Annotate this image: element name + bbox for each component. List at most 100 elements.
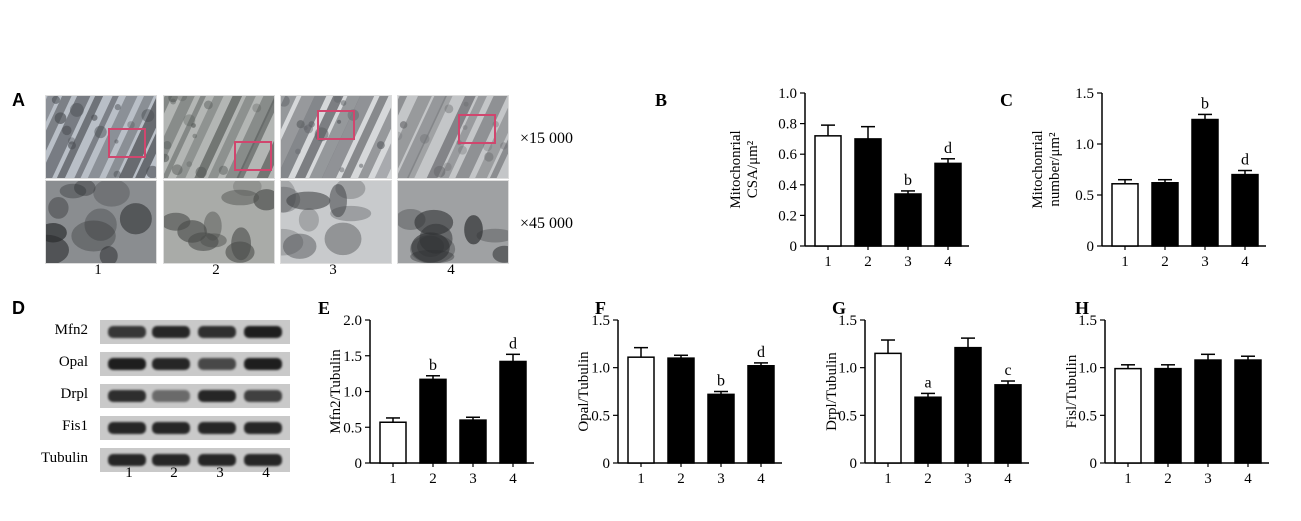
blot-band: [244, 422, 282, 434]
y-axis-label: Fisl/Tubulin: [1064, 354, 1080, 428]
blot-strip: [100, 384, 290, 408]
y-tick-label: 0: [603, 456, 611, 472]
bar: [1151, 182, 1179, 247]
blot-band: [244, 454, 282, 466]
blot-band: [198, 422, 236, 434]
bar: [894, 193, 922, 247]
y-tick-label: 1.5: [591, 313, 610, 329]
region-of-interest-box: [234, 141, 272, 171]
y-tick-label: 1.0: [591, 361, 610, 377]
micrograph-lane-label: 2: [212, 262, 220, 278]
x-tick-label: 1: [1121, 254, 1129, 270]
y-tick-label: 1.0: [343, 385, 362, 401]
bar: [814, 135, 842, 247]
x-tick-label: 3: [964, 471, 972, 487]
region-of-interest-box: [458, 114, 496, 144]
significance-label: d: [509, 335, 517, 352]
blot-row-label: Drpl: [60, 386, 89, 402]
blot-band: [108, 358, 146, 370]
bar: [874, 352, 902, 464]
x-tick-label: 3: [1204, 471, 1212, 487]
x-tick-label: 1: [1124, 471, 1132, 487]
y-tick-label: 0.4: [778, 178, 797, 194]
bar: [1114, 367, 1142, 464]
bar: [667, 357, 695, 464]
x-tick-label: 1: [824, 254, 832, 270]
bar: [1111, 183, 1139, 247]
x-tick-label: 1: [637, 471, 645, 487]
significance-label: d: [757, 344, 765, 361]
y-tick-label: 1.0: [778, 86, 797, 102]
y-axis-label: Mitochonrial: [728, 130, 744, 208]
micrograph-image: [280, 95, 392, 179]
blot-lane-label: 4: [262, 465, 270, 481]
y-tick-label: 1.5: [343, 349, 362, 365]
y-tick-label: 1.5: [1075, 86, 1094, 102]
bar: [379, 421, 407, 464]
significance-label: c: [1004, 362, 1011, 379]
blot-strip: [100, 416, 290, 440]
x-tick-label: 3: [717, 471, 725, 487]
x-tick-label: 2: [677, 471, 685, 487]
y-tick-label: 0.5: [1078, 408, 1097, 424]
blot-lane-label: 1: [125, 465, 133, 481]
bar: [954, 346, 982, 464]
y-axis-label: Mitochonrial: [1030, 130, 1046, 208]
micrograph-lane-label: 3: [329, 262, 337, 278]
blot-band: [108, 326, 146, 338]
blot-band: [152, 326, 190, 338]
panel-letter-g: G: [832, 298, 846, 318]
blot-band: [244, 326, 282, 338]
y-tick-label: 0: [355, 456, 363, 472]
bar: [1234, 359, 1262, 464]
y-tick-label: 0.5: [591, 408, 610, 424]
y-tick-label: 0.2: [778, 208, 797, 224]
blot-band: [152, 454, 190, 466]
y-tick-label: 1.0: [1075, 137, 1094, 153]
significance-label: a: [924, 374, 931, 391]
bar: [747, 365, 775, 464]
significance-label: b: [429, 357, 437, 374]
y-axis-label: Mfn2/Tubulin: [328, 349, 344, 434]
blot-row-label: Opal: [58, 354, 88, 370]
blot-strip: [100, 320, 290, 344]
x-tick-label: 4: [944, 254, 952, 270]
micrograph-image: [45, 180, 157, 264]
blot-row-label: Mfn2: [54, 322, 88, 338]
panel-letter-h: H: [1075, 298, 1089, 318]
blot-band: [198, 326, 236, 338]
region-of-interest-box: [108, 128, 146, 158]
blot-row-label: Tubulin: [41, 450, 88, 466]
blot-band: [152, 422, 190, 434]
y-tick-label: 0.5: [1075, 188, 1094, 204]
bar: [994, 384, 1022, 464]
micrograph-lane-label: 4: [447, 262, 455, 278]
blot-band: [244, 358, 282, 370]
significance-label: b: [1201, 95, 1209, 112]
x-tick-label: 2: [864, 254, 872, 270]
y-tick-label: 0.6: [778, 147, 797, 163]
x-tick-label: 2: [1161, 254, 1169, 270]
blot-band: [108, 422, 146, 434]
bar: [934, 162, 962, 247]
y-tick-label: 2.0: [343, 313, 362, 329]
x-tick-label: 1: [389, 471, 397, 487]
blot-band: [244, 390, 282, 402]
blot-band: [198, 358, 236, 370]
micrograph-image: [45, 95, 157, 179]
micrograph-image: [397, 95, 509, 179]
y-tick-label: 0.5: [343, 420, 362, 436]
micrograph-image: [163, 180, 275, 264]
y-tick-label: 1.5: [838, 313, 857, 329]
panel-letter-a: A: [12, 90, 25, 110]
bar: [707, 393, 735, 464]
blot-band: [152, 358, 190, 370]
panel-letter-c: C: [1000, 90, 1013, 110]
region-of-interest-box: [317, 110, 355, 140]
bar: [1191, 118, 1219, 247]
x-tick-label: 3: [469, 471, 477, 487]
y-axis-label: CSA/μm²: [745, 140, 761, 198]
micrograph-image: [163, 95, 275, 179]
x-tick-label: 3: [1201, 254, 1209, 270]
panel-letter-b: B: [655, 90, 667, 110]
